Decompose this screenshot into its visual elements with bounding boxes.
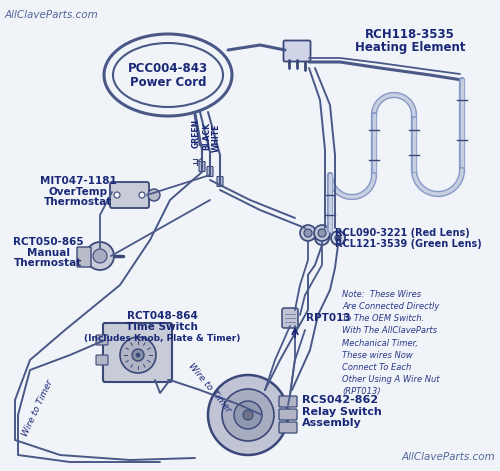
FancyBboxPatch shape: [282, 308, 298, 328]
Circle shape: [136, 353, 140, 357]
Circle shape: [335, 235, 341, 241]
Text: PCC004-843: PCC004-843: [128, 62, 208, 74]
Circle shape: [148, 189, 160, 201]
Circle shape: [86, 242, 114, 270]
Text: AllClaveParts.com: AllClaveParts.com: [5, 10, 99, 20]
Text: OverTemp: OverTemp: [48, 187, 108, 197]
Circle shape: [120, 337, 156, 373]
Text: Wire to Timer: Wire to Timer: [187, 362, 233, 414]
FancyBboxPatch shape: [77, 247, 91, 267]
Text: RPT013: RPT013: [306, 313, 350, 323]
FancyBboxPatch shape: [96, 355, 108, 365]
Text: Wire to Timer: Wire to Timer: [21, 378, 55, 438]
Text: Relay Switch: Relay Switch: [302, 407, 382, 417]
Text: Power Cord: Power Cord: [130, 75, 206, 89]
Text: RCS042-862: RCS042-862: [302, 395, 378, 405]
FancyBboxPatch shape: [279, 409, 297, 420]
Text: RCH118-3535: RCH118-3535: [365, 29, 455, 41]
Text: Assembly: Assembly: [302, 418, 362, 428]
Text: Manual: Manual: [26, 248, 70, 258]
Text: RCT050-865: RCT050-865: [12, 237, 84, 247]
Text: GREEN: GREEN: [192, 119, 201, 148]
FancyBboxPatch shape: [284, 41, 310, 62]
FancyBboxPatch shape: [207, 167, 213, 177]
Circle shape: [208, 375, 288, 455]
FancyBboxPatch shape: [279, 422, 297, 433]
FancyBboxPatch shape: [279, 396, 297, 407]
Circle shape: [139, 192, 145, 198]
FancyBboxPatch shape: [96, 335, 108, 345]
Text: Time Switch: Time Switch: [126, 322, 198, 332]
Text: Thermostat: Thermostat: [44, 197, 112, 207]
Text: Note:  These Wires
Are Connected Directly
To The OEM Switch.
With The AllClavePa: Note: These Wires Are Connected Directly…: [342, 290, 440, 396]
Text: BLACK: BLACK: [202, 122, 211, 150]
Circle shape: [243, 410, 253, 420]
Circle shape: [304, 229, 312, 237]
Text: RCL121-3539 (Green Lens): RCL121-3539 (Green Lens): [335, 239, 482, 249]
Circle shape: [315, 231, 329, 245]
Circle shape: [222, 389, 274, 441]
Circle shape: [331, 231, 345, 245]
Text: RCL090-3221 (Red Lens): RCL090-3221 (Red Lens): [335, 228, 470, 238]
FancyBboxPatch shape: [110, 182, 149, 208]
Circle shape: [114, 192, 120, 198]
Circle shape: [300, 225, 316, 241]
Text: RCT048-864: RCT048-864: [126, 311, 198, 321]
Circle shape: [318, 229, 326, 237]
Text: MIT047-1181: MIT047-1181: [40, 176, 117, 186]
Circle shape: [93, 249, 107, 263]
Text: Heating Element: Heating Element: [355, 41, 465, 55]
FancyBboxPatch shape: [103, 323, 172, 382]
Text: (Includes Knob, Plate & Timer): (Includes Knob, Plate & Timer): [84, 334, 240, 343]
FancyBboxPatch shape: [217, 177, 223, 187]
Circle shape: [314, 225, 330, 241]
FancyBboxPatch shape: [199, 162, 205, 171]
Text: Thermostat: Thermostat: [14, 258, 82, 268]
Text: WHITE: WHITE: [212, 123, 221, 152]
Circle shape: [319, 235, 325, 241]
Circle shape: [234, 401, 262, 429]
Text: AllClaveParts.com: AllClaveParts.com: [401, 452, 495, 462]
Circle shape: [132, 349, 144, 361]
